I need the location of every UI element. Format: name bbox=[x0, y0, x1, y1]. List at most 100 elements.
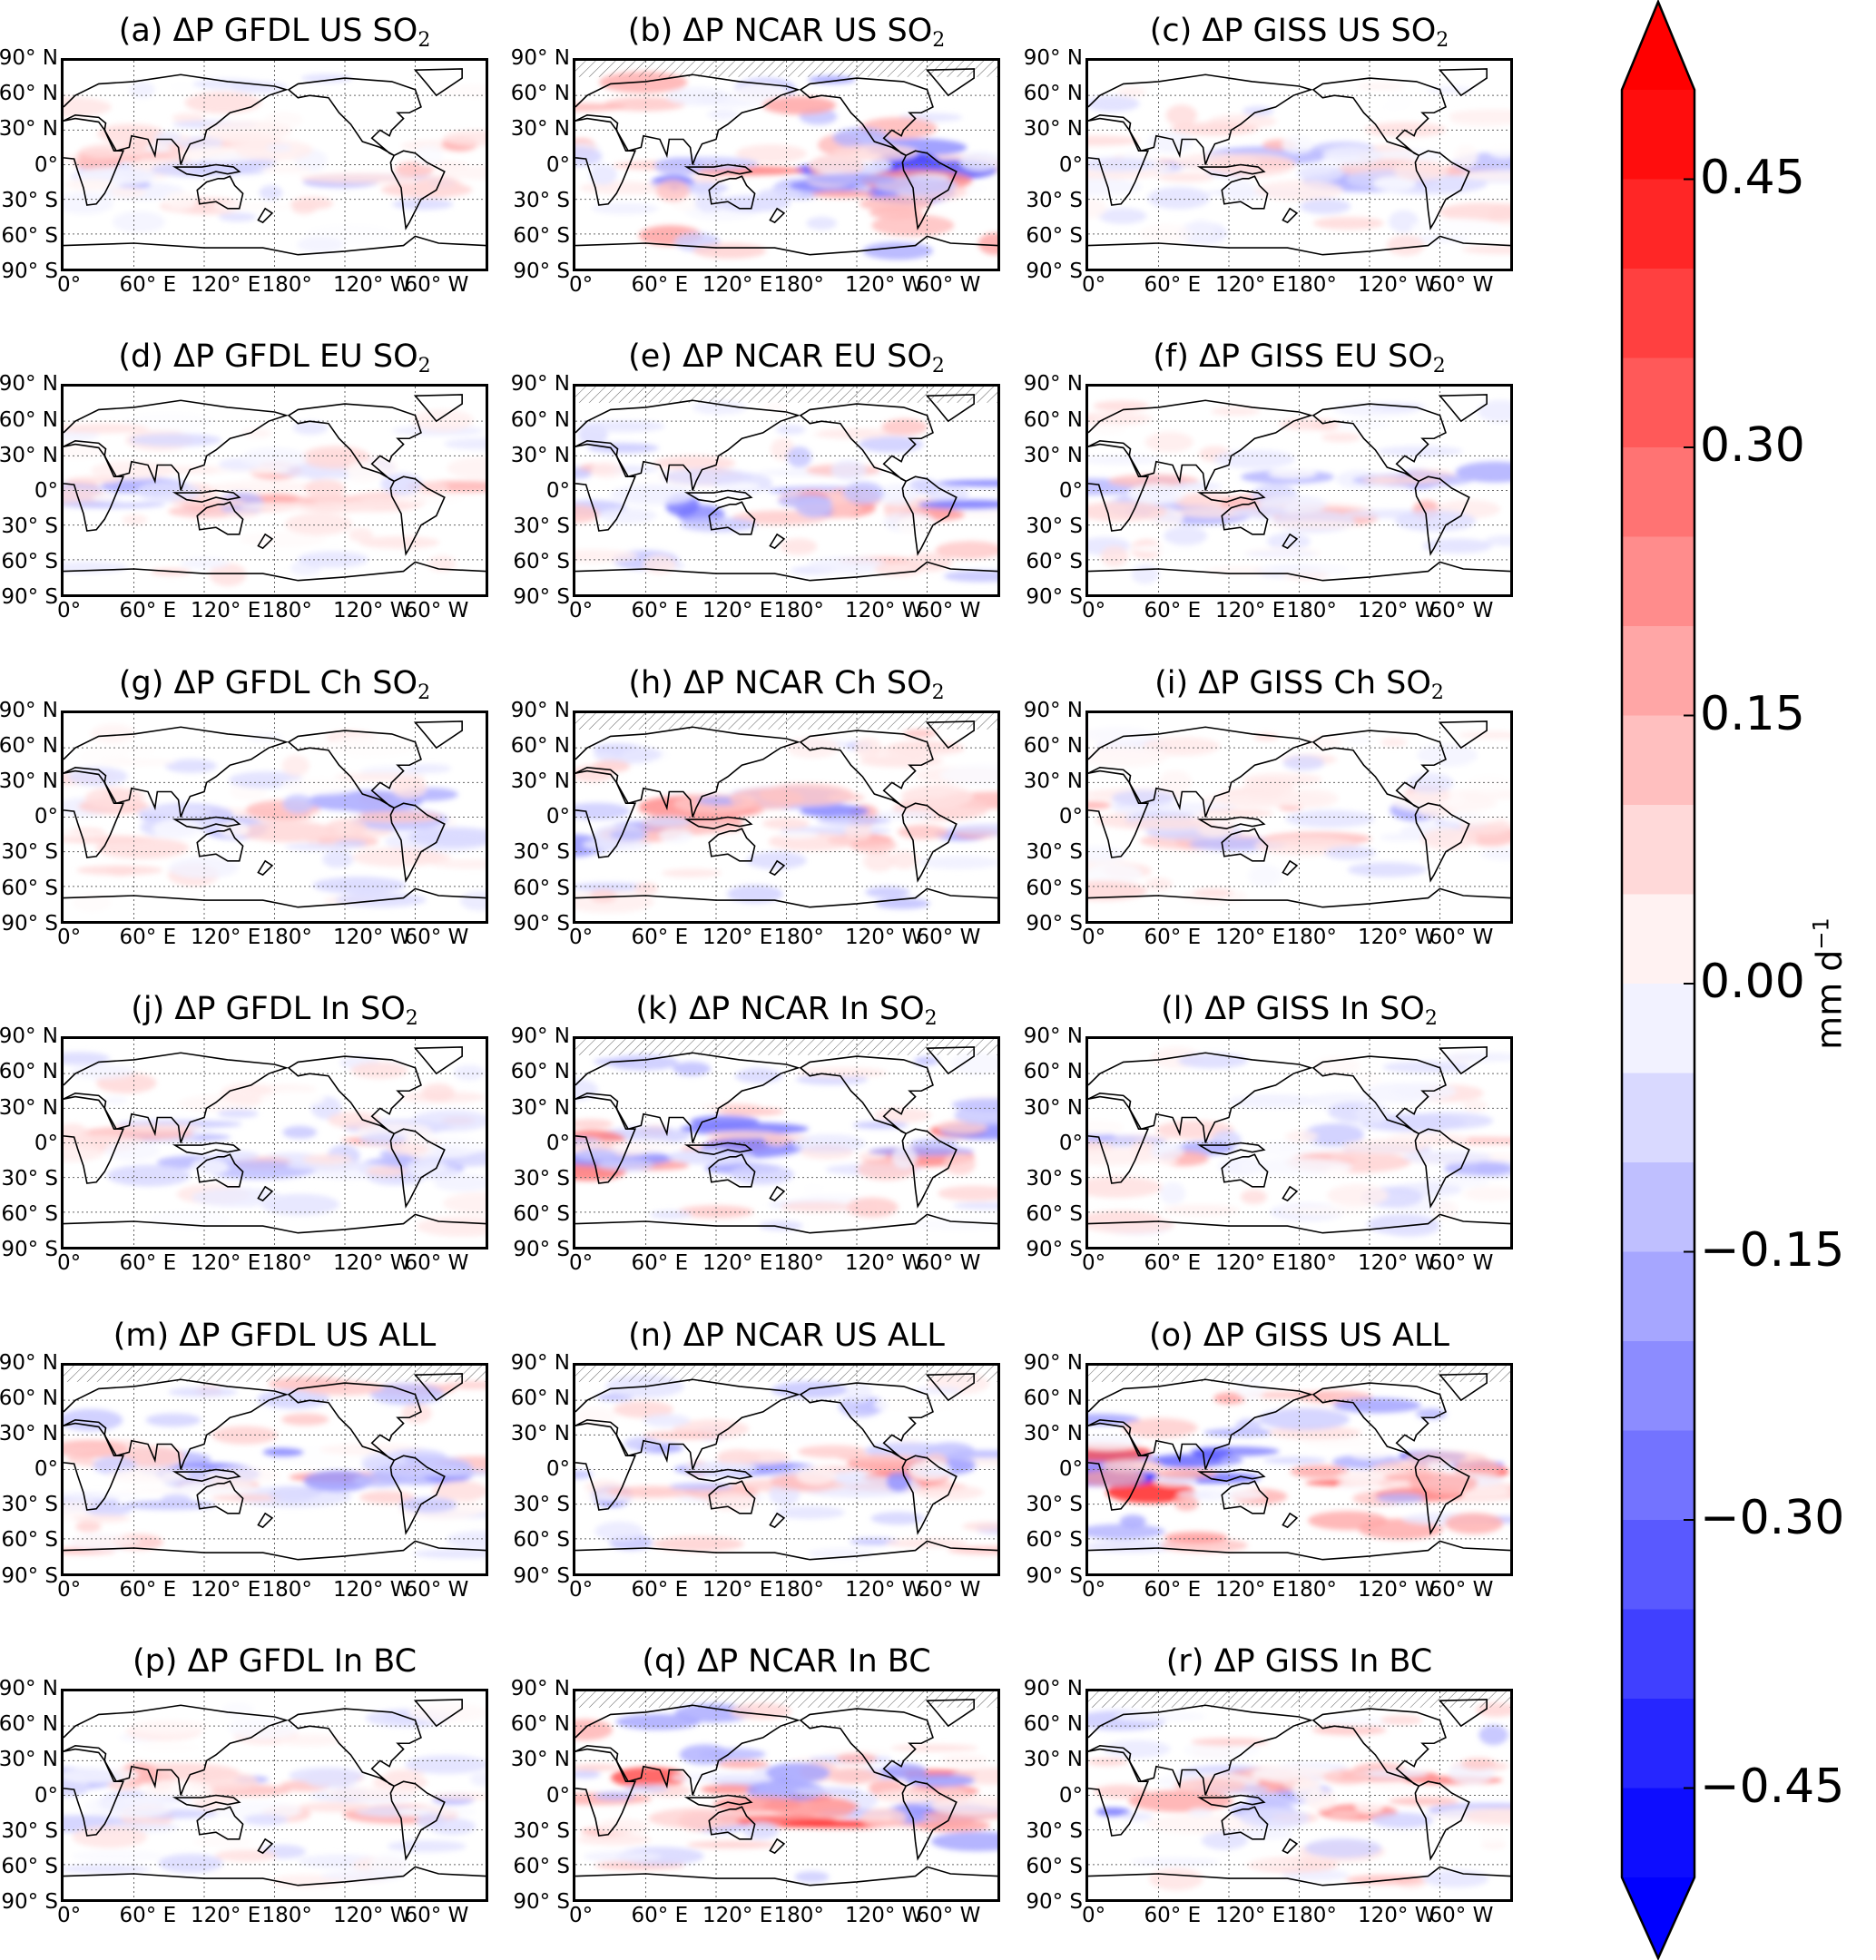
coastline bbox=[1200, 1469, 1264, 1481]
anomaly-patch bbox=[830, 460, 867, 481]
latitude-tick-label: 90° N bbox=[510, 372, 570, 397]
latitude-tick-label: 60° S bbox=[1, 1528, 58, 1553]
anomaly-patch bbox=[1223, 180, 1256, 203]
anomaly-patch bbox=[180, 1481, 260, 1495]
anomaly-patch bbox=[64, 424, 149, 434]
anomaly-patch bbox=[852, 1122, 909, 1130]
colorbar-band bbox=[1622, 1341, 1694, 1431]
longitude-tick-label: 180° bbox=[261, 925, 312, 949]
anomaly-patch bbox=[1439, 202, 1510, 222]
anomaly-patch bbox=[1454, 144, 1478, 168]
anomaly-patch bbox=[1088, 95, 1140, 113]
anomaly-patch bbox=[575, 468, 592, 480]
colorbar-band bbox=[1622, 984, 1694, 1073]
panel-title-subscript: 2 bbox=[417, 681, 431, 704]
anomaly-patch bbox=[416, 1216, 486, 1237]
anomaly-patch bbox=[575, 802, 631, 820]
anomaly-patch bbox=[939, 764, 997, 786]
longitude-tick-label: 120° E bbox=[1215, 1577, 1286, 1602]
anomaly-patch bbox=[446, 1530, 486, 1548]
longitude-tick-label: 60° E bbox=[631, 1251, 689, 1276]
anomaly-patch bbox=[1088, 1120, 1125, 1136]
coastline bbox=[258, 861, 272, 875]
latitude-tick-label: 60° S bbox=[513, 550, 570, 574]
latitude-tick-label: 30° N bbox=[1023, 1748, 1083, 1772]
anomaly-patch bbox=[1480, 848, 1510, 860]
anomaly-patch bbox=[1170, 122, 1259, 136]
anomaly-patch bbox=[1324, 1167, 1350, 1179]
anomaly-patch bbox=[845, 1382, 873, 1403]
anomaly-patch bbox=[796, 1465, 838, 1485]
anomaly-patch bbox=[158, 1853, 223, 1873]
anomaly-patch bbox=[85, 1502, 133, 1516]
significance-hatching bbox=[575, 712, 997, 730]
anomaly-patch bbox=[930, 1796, 997, 1816]
anomaly-patch bbox=[905, 1774, 976, 1788]
coastline bbox=[175, 1796, 240, 1808]
anomaly-patch bbox=[918, 500, 997, 510]
anomaly-patch bbox=[282, 794, 314, 814]
colorbar-tick-label: 0.00 bbox=[1700, 955, 1805, 1009]
anomaly-patch bbox=[1088, 1216, 1175, 1234]
anomaly-patch bbox=[787, 446, 812, 468]
anomaly-patch bbox=[152, 818, 201, 840]
anomaly-patch bbox=[1443, 1053, 1510, 1063]
coastline bbox=[770, 534, 784, 548]
latitude-tick-label: 0° bbox=[1058, 152, 1083, 177]
coastline bbox=[928, 69, 975, 95]
longitude-tick-label: 0° bbox=[57, 273, 82, 297]
anomaly-patch bbox=[806, 216, 837, 230]
anomaly-patch bbox=[1337, 1468, 1419, 1486]
longitude-tick-label: 180° bbox=[261, 273, 312, 297]
anomaly-patch bbox=[801, 1181, 826, 1196]
anomaly-patch bbox=[281, 1413, 329, 1426]
coastline bbox=[770, 1513, 784, 1526]
colorbar-tick-label: −0.15 bbox=[1700, 1222, 1845, 1278]
anomaly-patch bbox=[1478, 400, 1510, 423]
anomaly-patch bbox=[322, 850, 354, 868]
anomaly-patch bbox=[408, 827, 486, 848]
longitude-tick-label: 0° bbox=[569, 1577, 594, 1602]
anomaly-patch bbox=[443, 1192, 486, 1215]
longitude-tick-label: 60° W bbox=[916, 1904, 981, 1927]
longitude-tick-label: 60° E bbox=[631, 273, 689, 297]
anomaly-patch bbox=[1260, 563, 1350, 578]
anomaly-patch bbox=[589, 163, 618, 186]
precipitation-anomaly-field bbox=[575, 1371, 997, 1559]
coastline bbox=[64, 1093, 123, 1183]
coastline bbox=[1313, 1709, 1446, 1786]
anomaly-patch bbox=[701, 1784, 759, 1795]
latitude-tick-label: 30° S bbox=[1, 1166, 58, 1191]
latitude-tick-label: 60° N bbox=[510, 407, 570, 432]
significance-hatching bbox=[1088, 1691, 1510, 1708]
latitude-tick-label: 30° S bbox=[1, 514, 58, 539]
latitude-tick-label: 30° N bbox=[510, 769, 570, 794]
anomaly-patch bbox=[850, 838, 897, 853]
anomaly-patch bbox=[70, 1535, 142, 1547]
anomaly-patch bbox=[130, 434, 221, 447]
anomaly-patch bbox=[1300, 198, 1351, 214]
anomaly-patch bbox=[596, 1159, 654, 1171]
anomaly-patch bbox=[870, 1511, 926, 1525]
longitude-tick-label: 60° E bbox=[1144, 1904, 1202, 1927]
anomaly-patch bbox=[119, 1446, 185, 1466]
coastline bbox=[1088, 1541, 1510, 1559]
anomaly-patch bbox=[730, 787, 804, 809]
anomaly-patch bbox=[1305, 736, 1342, 749]
coastline bbox=[1088, 236, 1510, 254]
coastline bbox=[800, 1709, 933, 1786]
anomaly-patch bbox=[1201, 1831, 1248, 1850]
latitude-tick-label: 90° N bbox=[1023, 372, 1083, 397]
anomaly-patch bbox=[782, 1432, 826, 1446]
anomaly-patch bbox=[874, 176, 958, 195]
anomaly-patch bbox=[137, 481, 201, 503]
map-panel: (g) ΔP GFDL Ch SO2 90° N 60° N 30° N 0° 30° S… bbox=[0, 665, 488, 949]
anomaly-patch bbox=[1440, 811, 1500, 825]
coastline bbox=[175, 1143, 240, 1155]
anomaly-patch bbox=[762, 818, 810, 829]
longitude-tick-label: 60° E bbox=[1144, 1577, 1202, 1602]
anomaly-patch bbox=[1329, 1810, 1360, 1818]
map-panel: (a) ΔP GFDL US SO2 90° N 60° N 30° N 0° 30° S… bbox=[0, 13, 488, 297]
longitude-tick-label: 180° bbox=[1286, 273, 1337, 297]
latitude-tick-label: 0° bbox=[545, 1131, 570, 1155]
